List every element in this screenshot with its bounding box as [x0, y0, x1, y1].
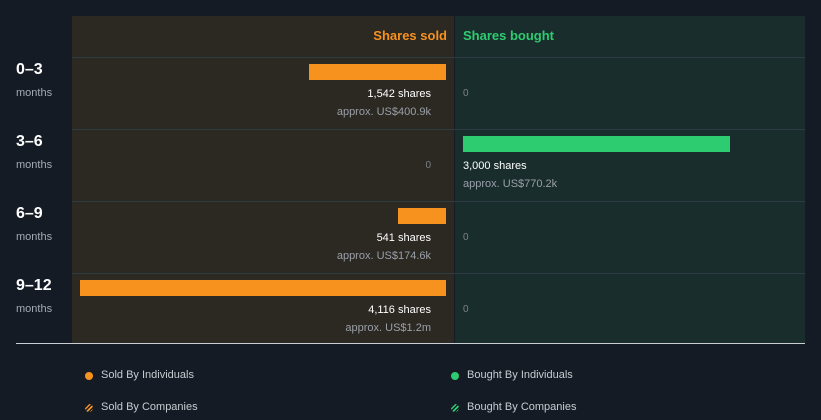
- row-divider: [72, 273, 805, 274]
- shares-sold-count: 541 shares: [376, 232, 431, 244]
- row-divider: [72, 57, 805, 58]
- shares-sold-count: 1,542 shares: [367, 88, 431, 100]
- shares-bought-panel: [455, 16, 805, 343]
- row-divider: [72, 201, 805, 202]
- period-label: 9–12: [16, 277, 52, 294]
- bought-companies-striped-dot-icon: [451, 404, 459, 412]
- period-unit: months: [16, 303, 53, 315]
- period-row: 0–3 months 1,542 shares approx. US$400.9k 0: [0, 57, 805, 129]
- shares-bought-zero: 0: [463, 232, 469, 243]
- legend-label: Bought By Individuals: [467, 369, 573, 381]
- period-unit: months: [16, 231, 53, 243]
- shares-bought-zero: 0: [463, 88, 469, 99]
- shares-bought-zero: 0: [463, 304, 469, 315]
- shares-sold-value: approx. US$1.2m: [345, 322, 431, 334]
- shares-sold-bar: [309, 64, 446, 80]
- legend-label: Bought By Companies: [467, 401, 577, 413]
- shares-sold-value: approx. US$174.6k: [336, 250, 431, 262]
- period-row: 3–6 months 0 3,000 shares approx. US$770.2k: [0, 129, 805, 201]
- bought-individuals-dot-icon: [451, 372, 459, 380]
- chart-baseline: [16, 343, 805, 344]
- sold-companies-striped-dot-icon: [85, 404, 93, 412]
- period-row: 9–12 months 4,116 shares approx. US$1.2m 0: [0, 273, 805, 345]
- row-divider: [72, 129, 805, 130]
- period-label: 3–6: [16, 133, 43, 150]
- shares-bought-bar: [463, 136, 730, 152]
- legend-label: Sold By Companies: [101, 401, 198, 413]
- period-label: 0–3: [16, 61, 43, 78]
- shares-sold-bar: [80, 280, 446, 296]
- period-unit: months: [16, 159, 53, 171]
- shares-bought-value: approx. US$770.2k: [463, 178, 558, 190]
- sold-individuals-dot-icon: [85, 372, 93, 380]
- shares-sold-bar: [398, 208, 446, 224]
- legend-label: Sold By Individuals: [101, 369, 194, 381]
- shares-sold-value: approx. US$400.9k: [336, 106, 431, 118]
- shares-bought-count: 3,000 shares: [463, 160, 527, 172]
- shares-sold-zero: 0: [425, 160, 431, 171]
- period-unit: months: [16, 87, 53, 99]
- period-label: 6–9: [16, 205, 43, 222]
- shares-sold-header: Shares sold: [373, 28, 447, 43]
- shares-bought-header: Shares bought: [463, 28, 555, 43]
- period-row: 6–9 months 541 shares approx. US$174.6k 0: [0, 201, 805, 273]
- shares-sold-count: 4,116 shares: [368, 304, 431, 316]
